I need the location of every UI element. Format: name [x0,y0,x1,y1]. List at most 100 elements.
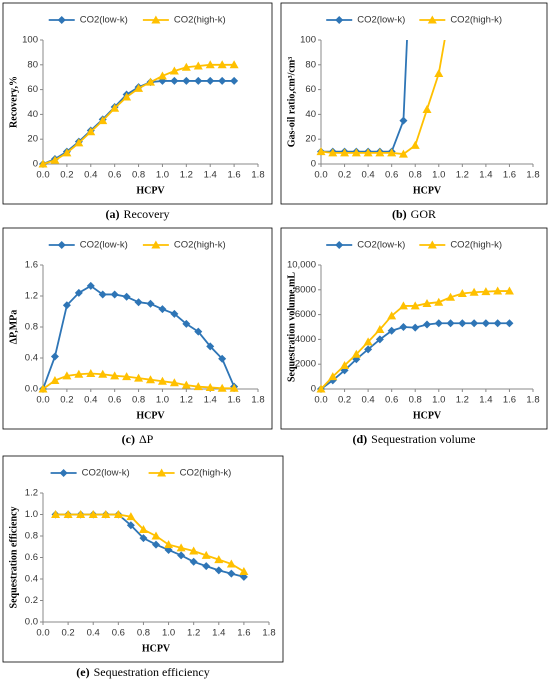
x-tick-label: 1.6 [237,628,250,639]
plot [51,510,249,581]
x-tick-label: 0.0 [36,395,49,406]
marker [158,305,167,314]
marker [422,298,432,307]
x-tick-label: 1.4 [204,395,217,406]
marker [399,116,408,125]
plot [316,40,446,158]
x-tick-label: 1.8 [526,170,539,181]
marker [76,510,86,518]
plot [38,281,239,393]
panel-border [2,455,284,663]
marker [340,148,350,157]
x-axis-title: HCPV [413,410,442,421]
x-axis-title: HCPV [136,185,165,196]
x-tick-label: 1.8 [526,395,539,406]
x-tick-label: 1.4 [479,395,492,406]
marker [446,319,455,328]
x-tick-label: 0.4 [87,628,100,639]
marker [134,298,143,307]
y-tick-label: 0 [311,384,316,395]
marker [218,76,227,85]
y-tick-label: 0 [311,159,316,170]
caption-text: Sequestration efficiency [94,665,210,679]
x-tick-label: 1.2 [180,170,193,181]
x-axis-title: HCPV [142,643,171,654]
x-tick-label: 1.2 [187,628,200,639]
marker [57,16,66,24]
caption: (c) ΔP [122,432,154,446]
series-line [320,322,510,390]
caption: (d) Sequestration volume [353,432,476,446]
marker [63,510,73,518]
y-tick-label: 2000 [295,359,316,370]
caption-tag: (b) [392,207,407,221]
marker [229,383,239,392]
caption: (a) Recovery [106,207,170,221]
marker [316,147,326,156]
marker [86,369,96,377]
marker [189,546,199,555]
marker [351,148,361,157]
legend-label: CO2(high-k) [180,468,232,479]
x-tick-label: 1.6 [228,170,241,181]
marker [458,319,467,328]
y-tick-label: 40 [305,109,316,120]
marker [50,155,60,164]
y-tick-label: 0.0 [25,384,38,395]
marker [110,103,120,112]
y-tick-label: 0.6 [25,552,38,563]
x-tick-label: 0.8 [132,395,145,406]
marker [202,562,211,571]
plot [316,286,514,393]
x-tick-label: 0.0 [36,170,49,181]
x-tick-label: 1.6 [503,395,516,406]
caption-tag: (a) [106,207,120,221]
marker [226,559,236,568]
x-tick-label: 0.2 [338,170,351,181]
x-tick-label: 1.0 [156,170,169,181]
marker [375,335,384,344]
marker [98,369,108,378]
y-tick-label: 100 [22,35,38,46]
caption-tag: (e) [76,665,89,679]
marker [398,149,408,158]
marker [88,510,98,518]
legend-label: CO2(high-k) [450,15,502,26]
x-tick-label: 0.0 [314,395,327,406]
marker [86,127,96,136]
x-tick-label: 1.4 [479,170,492,181]
marker [157,376,167,385]
marker [139,534,148,543]
x-tick-label: 0.8 [132,170,145,181]
marker [177,551,186,560]
marker [375,324,385,333]
marker [335,16,344,24]
caption-text: Recovery [124,207,170,221]
panel-border [280,227,548,430]
x-tick-label: 0.6 [385,395,398,406]
y-tick-label: 0.0 [25,617,38,628]
x-tick-label: 0.6 [108,395,121,406]
x-tick-label: 0.6 [385,170,398,181]
y-tick-label: 60 [305,84,316,95]
marker [411,323,420,332]
y-tick-label: 1.2 [25,291,38,302]
marker [59,469,68,477]
x-tick-label: 0.0 [314,170,327,181]
y-tick-label: 80 [27,59,38,70]
marker [57,241,66,249]
marker [113,510,123,518]
y-tick-label: 0.8 [25,322,38,333]
y-axis-title: Recovery,% [8,76,19,128]
marker [194,327,203,336]
x-tick-label: 0.6 [108,170,121,181]
marker [481,287,491,296]
marker [218,354,227,363]
marker [328,148,338,157]
marker [399,323,408,331]
marker [134,83,144,92]
x-tick-label: 0.2 [60,395,73,406]
marker [351,349,361,358]
marker [182,319,191,328]
marker [62,301,71,310]
